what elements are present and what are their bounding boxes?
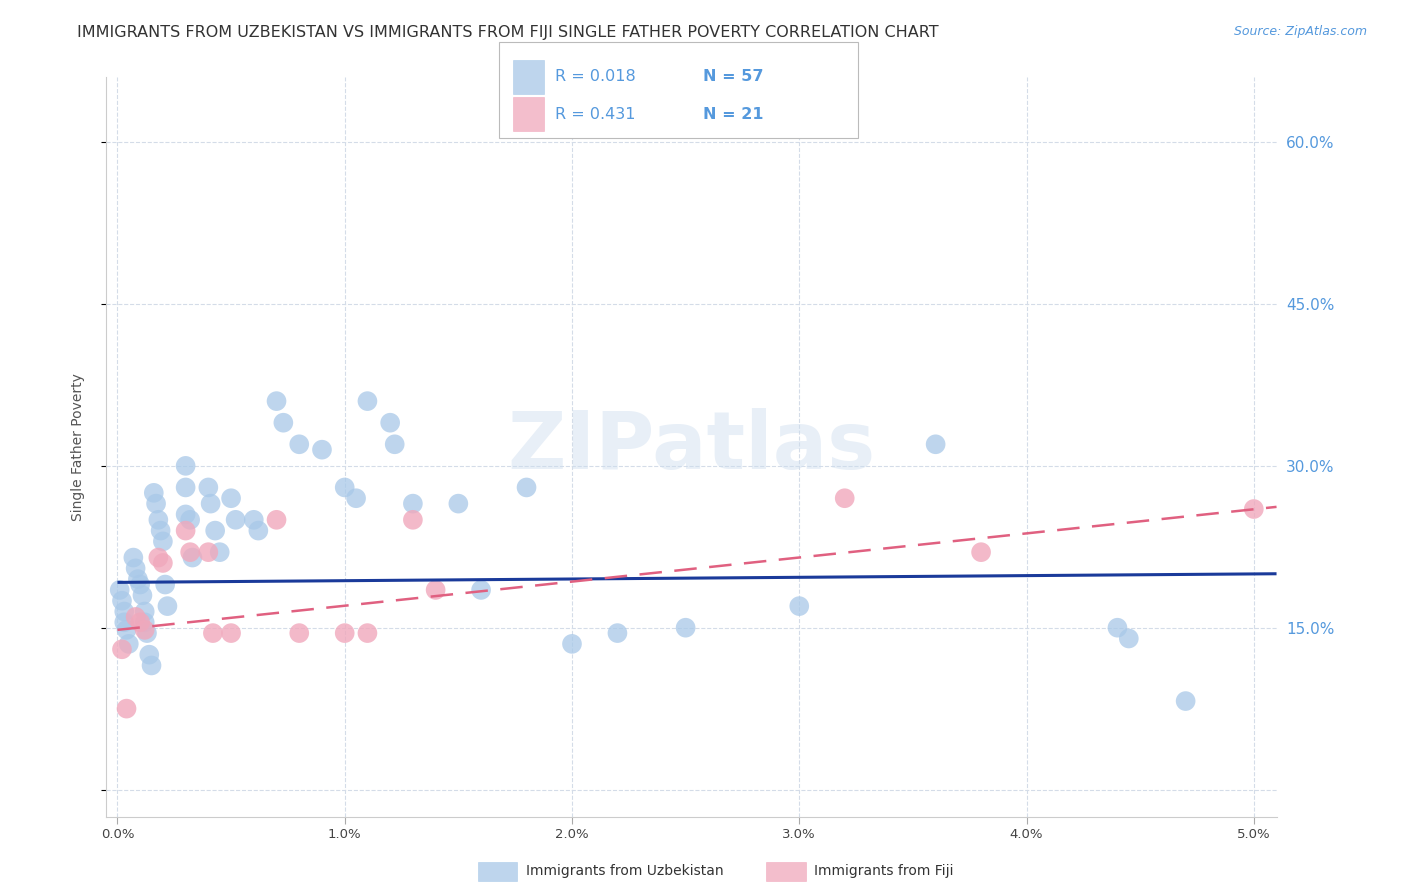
Point — [134, 615, 156, 630]
Point — [834, 491, 856, 506]
Point — [1243, 502, 1265, 516]
Point — [266, 513, 288, 527]
Point — [470, 582, 492, 597]
Point — [333, 480, 356, 494]
Point — [356, 626, 378, 640]
Point — [115, 623, 138, 637]
Point — [115, 701, 138, 715]
Point — [924, 437, 946, 451]
Text: N = 21: N = 21 — [703, 107, 763, 121]
Point — [108, 582, 131, 597]
Point — [111, 642, 134, 657]
Point — [1174, 694, 1197, 708]
Point — [129, 577, 152, 591]
Text: IMMIGRANTS FROM UZBEKISTAN VS IMMIGRANTS FROM FIJI SINGLE FATHER POVERTY CORRELA: IMMIGRANTS FROM UZBEKISTAN VS IMMIGRANTS… — [77, 25, 939, 40]
Text: R = 0.018: R = 0.018 — [555, 70, 636, 84]
Point — [148, 550, 170, 565]
Point — [179, 545, 201, 559]
Point — [124, 561, 146, 575]
Point — [243, 513, 266, 527]
Point — [970, 545, 993, 559]
Point — [225, 513, 247, 527]
Point — [122, 550, 145, 565]
Point — [138, 648, 160, 662]
Point — [515, 480, 537, 494]
Point — [273, 416, 295, 430]
Point — [288, 626, 311, 640]
Point — [153, 577, 176, 591]
Point — [247, 524, 270, 538]
Point — [344, 491, 367, 506]
Point — [142, 486, 165, 500]
Point — [145, 497, 167, 511]
Point — [148, 513, 170, 527]
Point — [311, 442, 333, 457]
Y-axis label: Single Father Poverty: Single Father Poverty — [72, 373, 86, 521]
Text: N = 57: N = 57 — [703, 70, 763, 84]
Point — [561, 637, 583, 651]
Point — [174, 458, 197, 473]
Point — [204, 524, 226, 538]
Point — [136, 626, 159, 640]
Point — [197, 545, 219, 559]
Point — [141, 658, 163, 673]
Point — [333, 626, 356, 640]
Point — [152, 556, 174, 570]
Point — [1107, 621, 1129, 635]
Text: Immigrants from Uzbekistan: Immigrants from Uzbekistan — [526, 864, 724, 879]
Point — [219, 626, 242, 640]
Point — [118, 637, 141, 651]
Point — [112, 615, 135, 630]
Point — [201, 626, 224, 640]
Point — [447, 497, 470, 511]
Point — [134, 623, 156, 637]
Point — [384, 437, 406, 451]
Point — [129, 615, 152, 630]
Point — [208, 545, 231, 559]
Point — [149, 524, 172, 538]
Point — [131, 588, 153, 602]
Text: R = 0.431: R = 0.431 — [555, 107, 636, 121]
Point — [606, 626, 628, 640]
Point — [266, 394, 288, 409]
Point — [675, 621, 697, 635]
Point — [288, 437, 311, 451]
Point — [174, 508, 197, 522]
Point — [124, 610, 146, 624]
Text: ZIPatlas: ZIPatlas — [508, 408, 876, 486]
Point — [200, 497, 222, 511]
Point — [127, 572, 149, 586]
Point — [174, 524, 197, 538]
Point — [380, 416, 402, 430]
Point — [402, 497, 425, 511]
Point — [111, 593, 134, 607]
Point — [156, 599, 179, 614]
Point — [219, 491, 242, 506]
Point — [134, 605, 156, 619]
Point — [425, 582, 447, 597]
Point — [181, 550, 204, 565]
Point — [197, 480, 219, 494]
Point — [356, 394, 378, 409]
Point — [152, 534, 174, 549]
Point — [174, 480, 197, 494]
Point — [787, 599, 810, 614]
Text: Source: ZipAtlas.com: Source: ZipAtlas.com — [1233, 25, 1367, 38]
Point — [402, 513, 425, 527]
Point — [179, 513, 201, 527]
Text: Immigrants from Fiji: Immigrants from Fiji — [814, 864, 953, 879]
Point — [112, 605, 135, 619]
Point — [1118, 632, 1140, 646]
